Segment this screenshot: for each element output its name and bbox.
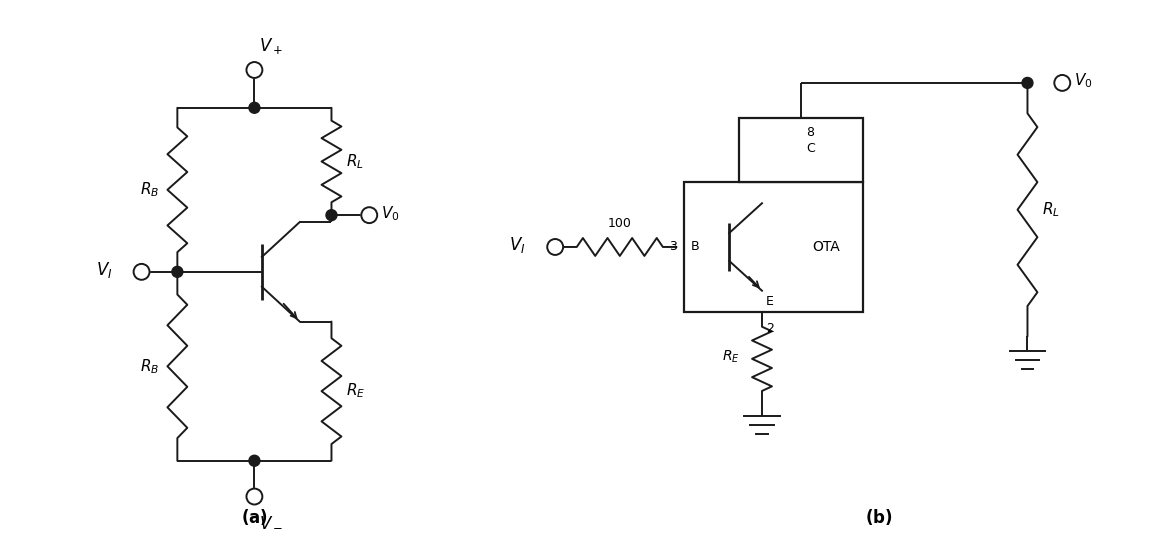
Text: $R_E$: $R_E$ [722, 348, 740, 365]
Text: $R_L$: $R_L$ [346, 152, 364, 171]
Circle shape [249, 455, 259, 466]
Circle shape [326, 209, 337, 221]
Text: $R_E$: $R_E$ [346, 382, 365, 401]
Text: 100: 100 [608, 217, 632, 230]
Text: $\mathbf{(a)}$: $\mathbf{(a)}$ [241, 507, 268, 527]
Text: $R_B$: $R_B$ [140, 357, 160, 376]
Text: B: B [690, 241, 699, 253]
Text: OTA: OTA [811, 240, 839, 254]
Circle shape [1054, 75, 1071, 91]
Circle shape [249, 103, 259, 113]
Text: $V_-$: $V_-$ [259, 512, 284, 531]
Circle shape [171, 266, 183, 277]
Text: $V_0$: $V_0$ [382, 204, 399, 222]
Circle shape [247, 62, 262, 78]
Text: E: E [765, 295, 774, 308]
Circle shape [362, 207, 377, 223]
Text: $V_{\mathit{I}}$: $V_{\mathit{I}}$ [508, 235, 525, 255]
Text: $V_{\mathit{I}}$: $V_{\mathit{I}}$ [96, 260, 113, 280]
Text: 3: 3 [669, 241, 676, 253]
Text: $V_0$: $V_0$ [1074, 71, 1093, 90]
Text: $V_+$: $V_+$ [259, 36, 284, 56]
Bar [684, 183, 863, 311]
Circle shape [1023, 77, 1033, 89]
Circle shape [547, 239, 564, 255]
Circle shape [134, 264, 149, 280]
Bar [740, 118, 863, 183]
Text: 2: 2 [765, 322, 774, 335]
Text: $R_B$: $R_B$ [140, 180, 160, 199]
Text: $\mathbf{(b)}$: $\mathbf{(b)}$ [864, 507, 892, 527]
Circle shape [247, 489, 262, 504]
Text: C: C [807, 142, 815, 155]
Text: 8: 8 [807, 126, 815, 139]
Text: $R_L$: $R_L$ [1043, 200, 1060, 219]
